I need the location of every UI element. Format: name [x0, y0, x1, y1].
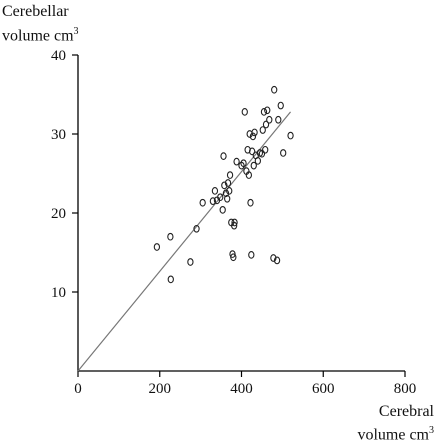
data-point: [220, 152, 227, 160]
y-axis-title-line2: volume cm3: [2, 26, 79, 45]
data-point: [230, 253, 237, 262]
y-tick-label: 20: [51, 206, 66, 222]
data-point: [226, 171, 234, 179]
data-point: [224, 179, 232, 187]
data-point: [270, 254, 277, 262]
data-point: [211, 187, 219, 195]
data-point: [287, 131, 294, 140]
data-point: [271, 85, 278, 94]
y-axis-title-line1: Cerebellar: [2, 3, 69, 20]
y-tick-label: 10: [51, 285, 66, 301]
x-axis-title: Cerebral volume cm3: [357, 402, 434, 444]
x-tick-label: 0: [74, 381, 82, 397]
data-point: [275, 115, 282, 124]
data-point: [262, 145, 269, 154]
data-point: [248, 251, 255, 259]
data-point: [262, 120, 270, 129]
data-point: [233, 157, 240, 166]
data-point: [221, 181, 228, 190]
data-point: [167, 275, 174, 284]
data-point: [231, 218, 238, 227]
data-point: [240, 159, 247, 168]
x-axis-title-line1: Cerebral: [378, 403, 434, 420]
data-point: [230, 221, 238, 230]
y-axis-title: Cerebellar volume cm3: [2, 2, 79, 46]
data-point: [277, 101, 284, 110]
data-point: [241, 108, 248, 116]
data-point: [249, 132, 257, 141]
data-point: [167, 232, 174, 241]
data-point: [219, 205, 226, 214]
data-point: [260, 108, 268, 116]
x-axis-title-line2: volume cm3: [357, 425, 434, 444]
x-tick-label: 800: [394, 381, 417, 397]
y-tick-label: 30: [51, 127, 66, 143]
trendline-group: [77, 111, 292, 372]
x-tick-label: 600: [312, 381, 335, 397]
y-tick-label: 40: [51, 48, 66, 64]
data-point: [273, 256, 281, 265]
data-point: [193, 224, 200, 233]
x-tick-label: 200: [149, 381, 172, 397]
data-point: [153, 243, 161, 251]
data-point: [247, 198, 254, 207]
data-point: [264, 106, 271, 115]
y-axis-title-sup: 3: [73, 26, 79, 37]
data-point: [224, 194, 231, 203]
x-tick-label: 400: [230, 381, 253, 397]
data-point: [226, 187, 233, 195]
data-point: [280, 149, 287, 157]
data-point: [209, 197, 217, 205]
data-point: [259, 126, 266, 134]
data-point: [258, 149, 266, 158]
data-points: [153, 85, 294, 284]
data-point: [248, 147, 256, 156]
data-point: [254, 157, 261, 165]
data-point: [199, 198, 206, 207]
axes: [77, 55, 405, 372]
ticks: 0 200 400 600 800 10 20 30 40: [51, 48, 416, 397]
x-axis-title-sup: 3: [429, 425, 434, 436]
data-point: [266, 115, 273, 124]
data-point: [251, 128, 258, 137]
data-point: [245, 171, 253, 179]
data-point: [222, 189, 230, 198]
data-point: [187, 258, 194, 266]
data-point: [217, 193, 224, 202]
data-point: [250, 161, 257, 170]
trend-line: [77, 111, 292, 372]
